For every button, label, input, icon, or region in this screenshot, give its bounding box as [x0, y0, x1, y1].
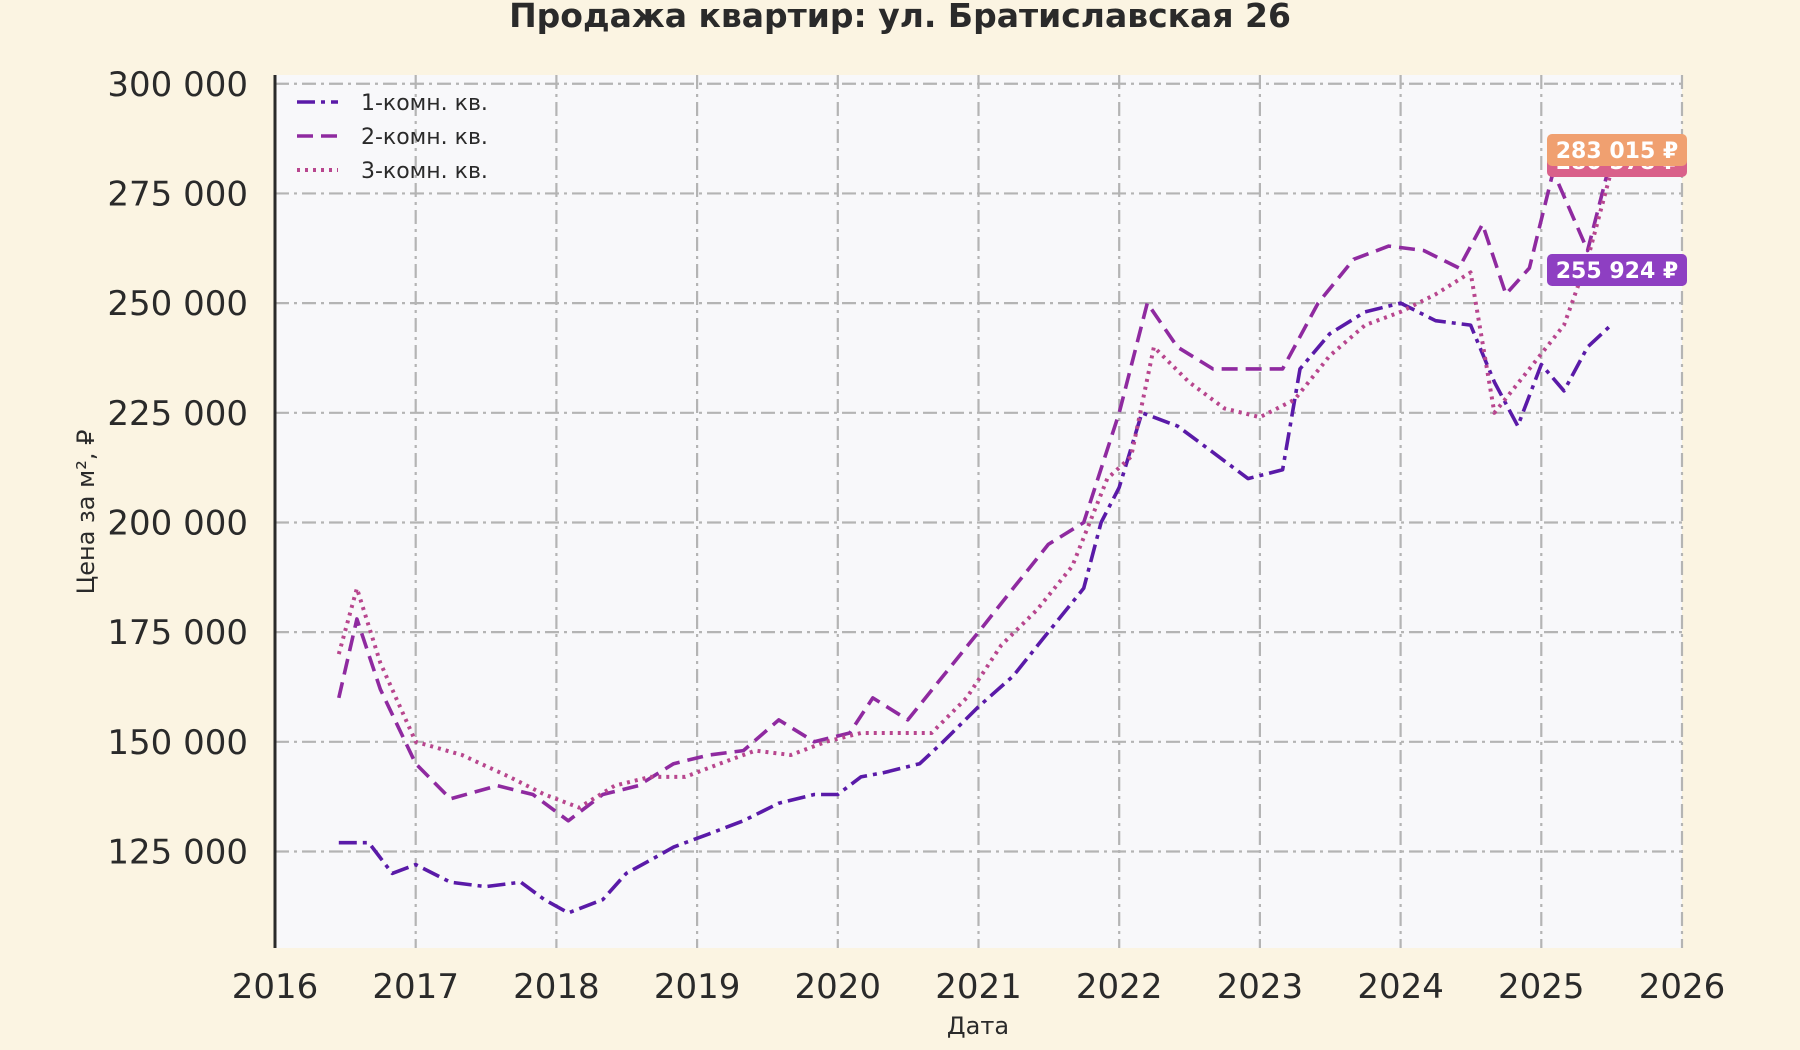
y-tick-label: 300 000: [107, 65, 248, 105]
x-tick-label: 2020: [795, 967, 882, 1007]
series-line-1: [338, 301, 1613, 915]
chart-title: Продажа квартир: ул. Братиславская 26: [509, 0, 1291, 35]
y-axis-ticks: 125 000 150 000 175 000 200 000 225 000 250 0…: [107, 65, 248, 873]
end-value-labels: 280 578 ₽283 015 ₽255 924 ₽: [1547, 134, 1687, 286]
end-label-1: 255 924 ₽: [1547, 254, 1687, 286]
x-tick-label: 2022: [1076, 967, 1163, 1007]
y-tick-label: 225 000: [107, 394, 248, 434]
legend-entry: 2-комн. кв.: [361, 125, 488, 150]
x-tick-label: 2016: [232, 967, 319, 1007]
y-tick-label: 150 000: [107, 723, 248, 763]
x-tick-label: 2021: [935, 967, 1022, 1007]
legend: 1-комн. кв. 2-комн. кв. 3-комн. кв.: [297, 91, 488, 184]
x-tick-label: 2023: [1217, 967, 1304, 1007]
end-label-text: 283 015 ₽: [1556, 139, 1678, 164]
y-tick-label: 175 000: [107, 613, 248, 653]
x-axis-label: Дата: [947, 1012, 1009, 1040]
grid-lines: [273, 75, 1684, 948]
end-label-text: 255 924 ₽: [1556, 259, 1678, 284]
x-tick-label: 2017: [372, 967, 459, 1007]
series-line-3: [336, 170, 1614, 810]
x-tick-label: 2018: [513, 967, 600, 1007]
x-tick-label: 2024: [1357, 967, 1444, 1007]
x-axis-ticks: 2016 2017 2018 2019 2020 2021 2022 2023 2024 2025…: [232, 967, 1726, 1007]
series-line-2: [337, 157, 1613, 823]
x-tick-label: 2019: [654, 967, 741, 1007]
y-tick-label: 250 000: [107, 284, 248, 324]
legend-entry: 3-комн. кв.: [361, 159, 488, 184]
y-axis-label: Цена за м², ₽: [72, 430, 100, 595]
x-tick-label: 2025: [1498, 967, 1585, 1007]
y-tick-label: 200 000: [107, 503, 248, 543]
y-tick-label: 275 000: [107, 174, 248, 214]
end-label-3: 283 015 ₽: [1547, 134, 1687, 166]
y-tick-label: 125 000: [107, 832, 248, 872]
x-tick-label: 2026: [1639, 967, 1726, 1007]
legend-entry: 1-комн. кв.: [361, 91, 488, 116]
series-lines: [336, 157, 1614, 915]
